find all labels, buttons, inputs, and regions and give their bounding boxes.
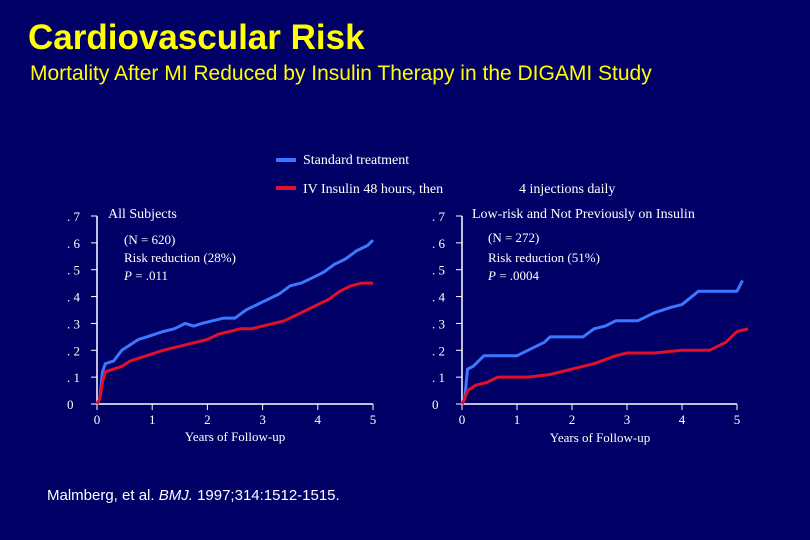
panel-title: All Subjects: [108, 207, 177, 222]
series-standard-line: [460, 279, 744, 405]
x-tick-label: 3: [624, 412, 631, 427]
series-standard-line: [95, 239, 375, 405]
citation: Malmberg, et al. BMJ. 1997;314:1512-1515…: [47, 487, 340, 504]
y-tick-label: . 4: [432, 290, 446, 305]
x-tick-label: 1: [149, 412, 156, 427]
series-lines: [460, 279, 749, 405]
annotation-n: (N = 272): [488, 230, 539, 245]
x-tick-label: 2: [569, 412, 576, 427]
p-label: P: [123, 268, 132, 283]
legend-label-standard: Standard treatment: [303, 153, 409, 168]
slide-title: Cardiovascular Risk: [28, 18, 365, 57]
panel-all-subjects: All Subjects (N = 620) Risk reduction (2…: [67, 207, 376, 444]
legend: Standard treatment IV Insulin 48 hours, …: [276, 153, 615, 197]
y-tick-label: . 7: [67, 209, 81, 224]
y-tick-label: 0: [432, 397, 439, 412]
y-tick-label: . 4: [67, 290, 81, 305]
x-tick-label: 4: [679, 412, 686, 427]
x-tick-label: 5: [370, 412, 377, 427]
legend-label-insulin-part2: 4 injections daily: [519, 182, 615, 197]
citation-authors: Malmberg, et al.: [47, 487, 155, 504]
x-tick-label: 4: [315, 412, 322, 427]
axes: 0 . 1 . 2 . 3 . 4 . 5 . 6 . 7 0 1 2 3 4 5: [67, 209, 376, 427]
y-tick-label: 0: [67, 397, 74, 412]
x-tick-label: 1: [514, 412, 521, 427]
annotation-p-value: P = .0004: [487, 268, 540, 283]
legend-label-insulin-part1: IV Insulin 48 hours, then: [303, 182, 443, 197]
y-tick-label: . 5: [432, 263, 445, 278]
x-tick-label: 3: [259, 412, 266, 427]
y-tick-label: . 3: [67, 316, 80, 331]
y-tick-label: . 1: [67, 370, 80, 385]
panel-title: Low-risk and Not Previously on Insulin: [472, 207, 695, 222]
citation-journal: BMJ.: [158, 487, 193, 504]
axes: 0 . 1 . 2 . 3 . 4 . 5 . 6 . 7 0 1 2 3 4 5: [432, 209, 740, 427]
citation-details: 1997;314:1512-1515.: [197, 487, 340, 504]
series-insulin-line: [460, 327, 749, 405]
x-tick-label: 0: [94, 412, 101, 427]
annotation-p-value: P = .011: [123, 268, 168, 283]
annotation-n: (N = 620): [124, 232, 175, 247]
y-tick-label: . 6: [432, 236, 446, 251]
y-tick-label: . 2: [67, 343, 80, 358]
series-insulin-line: [95, 281, 373, 405]
slide-subtitle: Mortality After MI Reduced by Insulin Th…: [30, 62, 652, 85]
annotation-risk-reduction: Risk reduction (28%): [124, 250, 236, 265]
series-lines: [95, 239, 375, 405]
p-label: P: [487, 268, 496, 283]
y-tick-label: . 1: [432, 370, 445, 385]
y-tick-label: . 2: [432, 343, 445, 358]
y-tick-label: . 3: [432, 316, 445, 331]
x-tick-label: 0: [459, 412, 466, 427]
p-value: = .011: [132, 268, 168, 283]
annotation-risk-reduction: Risk reduction (51%): [488, 250, 600, 265]
panel-low-risk: Low-risk and Not Previously on Insulin (…: [432, 207, 749, 445]
x-tick-label: 2: [204, 412, 211, 427]
y-tick-label: . 7: [432, 209, 446, 224]
x-axis-label: Years of Follow-up: [550, 430, 651, 445]
x-axis-label: Years of Follow-up: [185, 429, 286, 444]
p-value: = .0004: [496, 268, 540, 283]
y-tick-label: . 5: [67, 263, 80, 278]
x-tick-label: 5: [734, 412, 741, 427]
y-tick-label: . 6: [67, 236, 81, 251]
